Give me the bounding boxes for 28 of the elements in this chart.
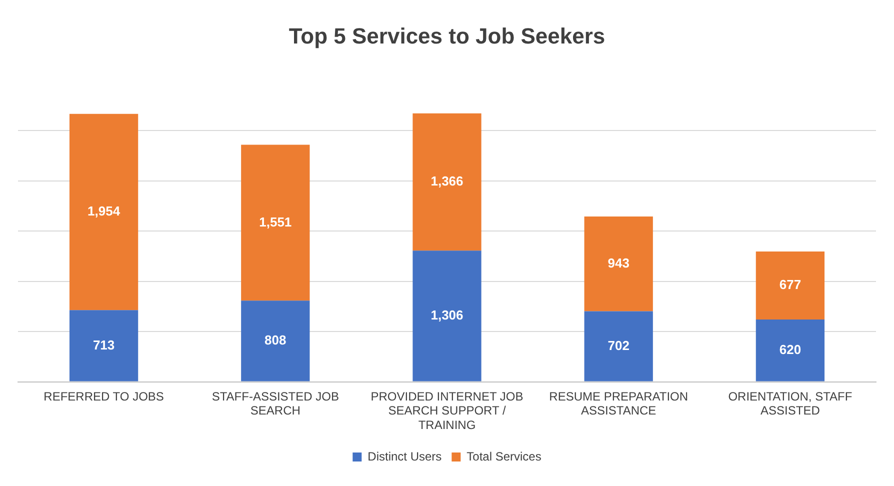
- legend-label: Distinct Users: [368, 449, 442, 464]
- data-label: 1,954: [88, 204, 121, 219]
- bar: [241, 300, 310, 382]
- x-tick-label: STAFF-ASSISTED JOB SEARCH: [212, 389, 339, 418]
- data-label: 943: [608, 255, 630, 270]
- data-label: 808: [264, 332, 286, 348]
- data-label: 1,551: [259, 214, 292, 230]
- data-label: 713: [92, 337, 115, 352]
- data-label: 702: [608, 338, 630, 353]
- data-label: 1,366: [430, 174, 464, 189]
- bar: [69, 310, 138, 382]
- data-label: 1,306: [430, 308, 464, 323]
- bar: [69, 114, 138, 310]
- bar: [412, 250, 482, 382]
- data-label: 620: [779, 342, 802, 357]
- legend-label: Total Services: [466, 449, 542, 464]
- bar: [241, 144, 310, 301]
- x-tick-label: PROVIDED INTERNET JOB SEARCH SUPPORT / TRAINING: [370, 389, 524, 432]
- data-label: 677: [779, 277, 802, 292]
- bar: [756, 251, 825, 320]
- bar: [584, 311, 653, 382]
- chart-title: Top 5 Services to Job Seekers: [288, 23, 606, 48]
- x-tick-label: REFERRED TO JOBS: [44, 389, 164, 404]
- x-tick-label: RESUME PREPARATION ASSISTANCE: [549, 389, 688, 418]
- bar: [584, 216, 653, 312]
- bar: [412, 113, 482, 251]
- bar: [756, 320, 825, 382]
- x-tick-label: ORIENTATION, STAFF ASSISTED: [728, 389, 852, 418]
